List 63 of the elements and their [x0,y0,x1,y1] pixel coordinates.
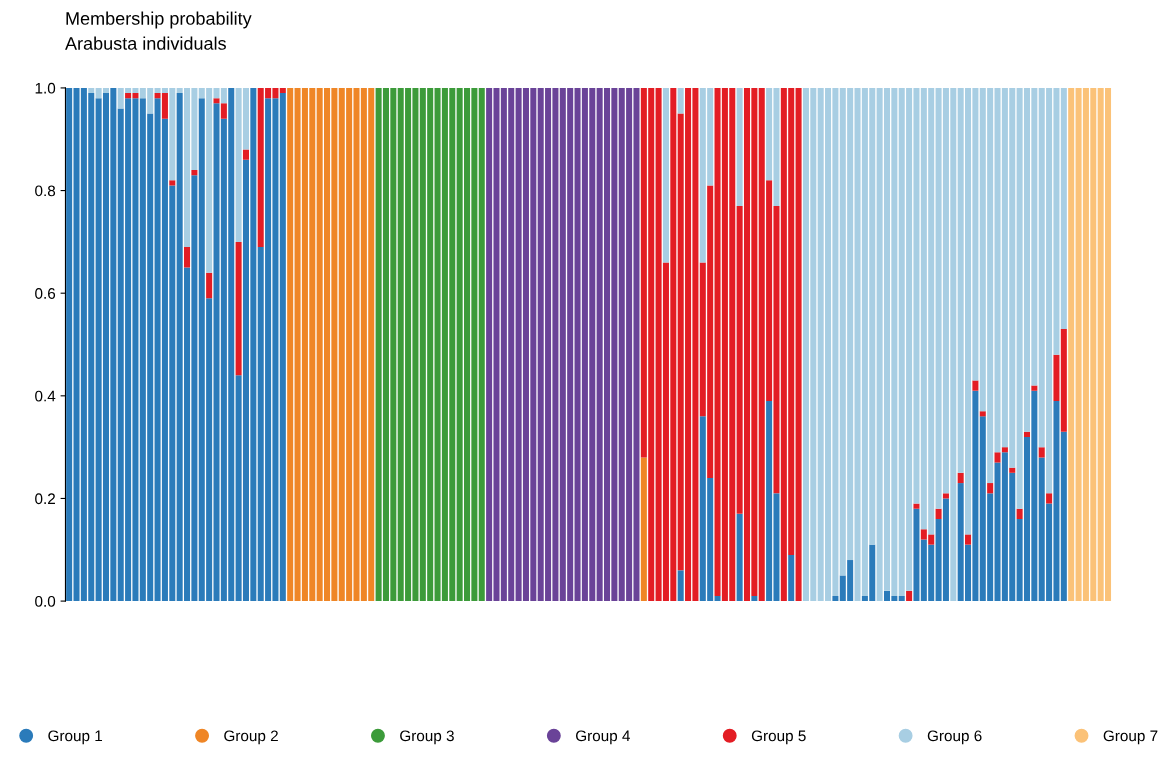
bar [979,411,986,417]
bar [1060,87,1067,330]
bar [913,508,920,602]
bar [242,149,249,160]
bar [751,595,758,602]
bar [287,87,294,602]
bar [1060,431,1067,602]
bar [935,508,942,519]
bar [994,452,1001,463]
bar [191,170,198,176]
y-tick-label: 0.8 [35,185,56,197]
bar [972,380,979,391]
bar [677,87,684,114]
bar [795,87,802,602]
bar [1016,508,1023,519]
legend-label: Group 3 [400,730,454,745]
bar [478,87,485,602]
bar [213,98,220,104]
bar [184,247,191,268]
legend-label: Group 7 [1103,730,1158,745]
bar [832,595,839,602]
bar [235,241,242,376]
bar [736,513,743,602]
chart-title: Membership probability [66,11,252,29]
bar [279,93,286,602]
bar [736,87,743,206]
bar [206,272,213,299]
bar [987,483,994,494]
legend-label: Group 2 [224,730,278,745]
bar [279,87,286,94]
legend-label: Group 4 [576,730,630,745]
bar [1031,385,1038,391]
y-tick-label: 0.6 [35,288,56,299]
bar [788,554,795,602]
y-tick-label: 0.2 [35,493,55,505]
bar [169,180,176,186]
legend-label: Group 1 [48,730,103,745]
bar [957,472,964,484]
bar [1023,431,1031,437]
y-tick-label: 0.4 [35,390,56,402]
chart-subtitle: Arabusta individuals [65,36,226,50]
bar [906,590,913,602]
bar [677,570,684,602]
legend-label: Group 5 [751,730,806,745]
y-tick-label: 0.0 [35,595,56,607]
bar [1060,329,1067,432]
bar [1001,447,1008,453]
bar [1046,493,1053,504]
bar [898,595,905,602]
bar [942,493,949,499]
legend-label: Group 6 [927,730,982,745]
bar [662,87,669,263]
bar [88,87,95,94]
bar [1068,87,1075,602]
bar [1038,447,1045,458]
bar [1053,354,1060,401]
bar [714,595,721,602]
bar [1009,467,1016,473]
bar [965,534,972,545]
bar [220,103,227,119]
bar [913,503,920,509]
y-tick-label: 1.0 [35,82,56,94]
bar [640,457,647,602]
